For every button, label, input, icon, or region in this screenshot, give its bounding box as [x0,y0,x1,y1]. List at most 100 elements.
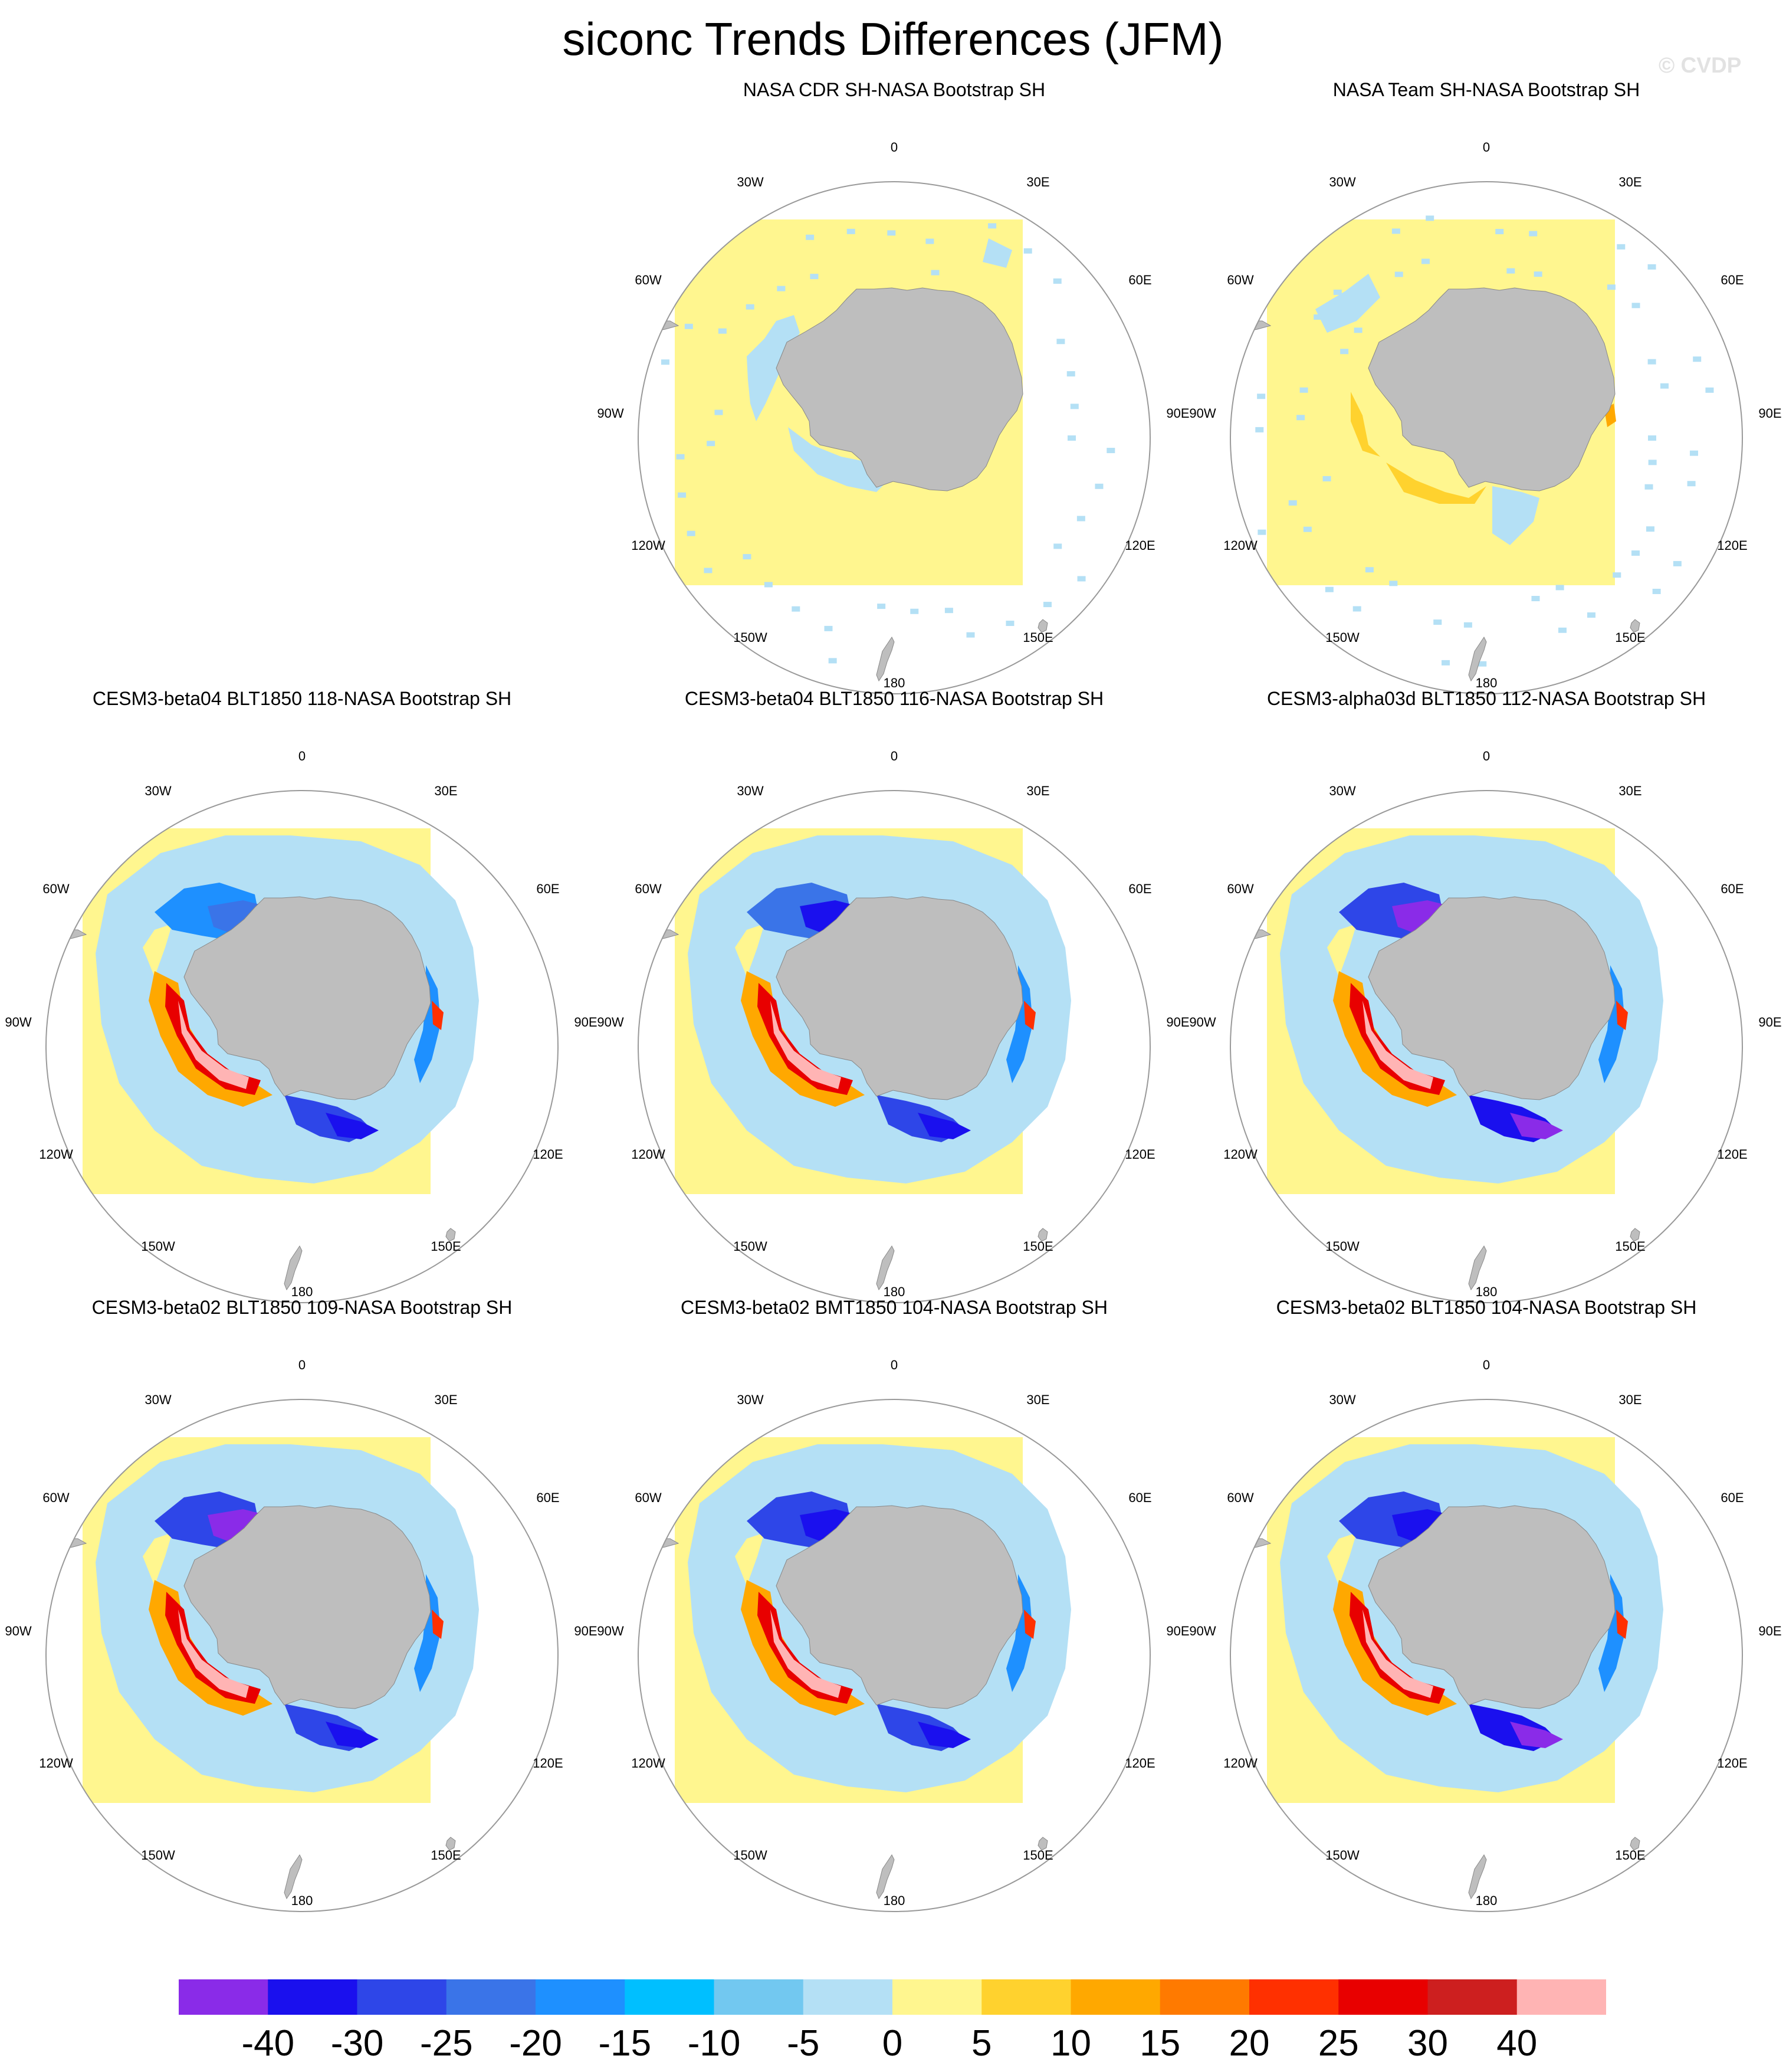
colorbar-swatch [981,1979,1071,2015]
longitude-label: 180 [1476,676,1498,690]
speckle-cell [746,304,754,310]
speckle-cell [1652,588,1661,594]
colorbar-tick-label: -30 [330,2023,384,2064]
tasmania-land [1038,1228,1048,1242]
longitude-label: 120W [631,538,665,553]
speckle-cell [1648,460,1657,465]
longitude-label: 30E [434,1392,457,1407]
panel-title: CESM3-beta04 BLT1850 116-NASA Bootstrap … [684,688,1104,709]
negative-anomaly-region [788,427,894,492]
polar-map: 0 30E 60E 90E 120E 150E 180 150W 120W 90W 60W 30W [5,749,597,1303]
colorbar-tick-label: 15 [1140,2023,1181,2064]
map-boundary-circle [1230,1399,1743,1912]
longitude-label: 0 [891,1358,898,1372]
longitude-label: 150E [431,1848,461,1863]
panel-title: NASA Team SH-NASA Bootstrap SH [1332,79,1640,100]
panel-title: CESM3-beta04 BLT1850 118-NASA Bootstrap … [92,688,512,709]
speckle-cell [931,270,940,276]
longitude-label: 60W [42,881,69,896]
longitude-label: 60E [1128,1490,1151,1505]
negative-anomaly-region [1006,1574,1033,1692]
speckle-cell [1077,576,1086,582]
longitude-label: 90W [597,406,623,421]
strong-negative-region [326,1722,379,1748]
speckle-cell [1095,483,1104,489]
longitude-label: 90E [574,1015,597,1030]
longitude-label: 150W [733,1239,767,1254]
negative-anomaly-region [1006,965,1033,1083]
tasmania-land [1038,1837,1048,1851]
new-zealand-land [876,1245,895,1291]
speckle-cell [1631,303,1640,309]
longitude-label: 90W [5,1624,31,1638]
speckle-cell [1296,415,1305,421]
longitude-label: 120W [39,1756,73,1771]
speckle-cell [676,454,685,460]
speckle-cell [1506,268,1515,274]
speckle-cell [1053,278,1062,284]
colorbar-swatch [1338,1979,1428,2015]
new-zealand-land [1468,637,1487,682]
speckle-cell [1076,516,1085,522]
colorbar-swatch [1071,1979,1161,2015]
longitude-label: 150E [1615,1239,1645,1254]
longitude-label: 90W [597,1624,623,1638]
speckle-cell [1391,228,1400,234]
colorbar-tick-label: 20 [1229,2023,1270,2064]
speckle-cell [661,359,669,365]
speckle-cell [966,632,975,638]
speckle-cell [1644,484,1653,490]
panel-title: CESM3-beta02 BMT1850 104-NASA Bootstrap … [681,1297,1108,1318]
south-america-land [638,281,679,333]
colorbar-swatch [1516,1979,1606,2015]
longitude-label: 150E [431,1239,461,1254]
longitude-label: 120W [1223,538,1258,553]
polar-map: 0 30E 60E 90E 120E 150E 180 150W 120W 90W 60W 30W [597,749,1190,1303]
positive-anomaly-region [1327,1533,1357,1586]
panel-title: NASA CDR SH-NASA Bootstrap SH [743,79,1046,100]
strong-negative-region [326,1113,379,1139]
polar-map: 0 30E 60E 90E 120E 150E 180 150W 120W 90W 60W 30W [5,1358,597,1912]
south-america-land [1230,890,1272,942]
speckle-cell [764,582,773,588]
longitude-label: 150E [1615,1848,1645,1863]
longitude-label: 180 [291,1893,313,1908]
antarctica-land [1368,1505,1616,1709]
colorbar-swatch [892,1979,982,2015]
colorbar-tick-label: 0 [882,2023,903,2064]
speckle-cell [678,492,687,498]
longitude-label: 150W [141,1848,175,1863]
south-america-land [1230,281,1272,333]
speckle-cell [1689,450,1698,456]
map-panel-beta04-116: CESM3-beta04 BLT1850 116-NASA Bootstrap … [597,688,1190,1343]
longitude-label: 120W [631,1756,665,1771]
longitude-label: 90E [1758,1015,1781,1030]
map-content [638,828,1071,1291]
antarctica-land [183,1505,431,1709]
colorbar-swatch [1249,1979,1339,2015]
antarctica-land [776,287,1023,491]
colorbar-tick-label: -20 [509,2023,562,2064]
longitude-label: 180 [884,676,905,690]
colorbar-swatch [803,1979,893,2015]
extreme-positive-region [1363,1609,1433,1698]
map-boundary-circle [638,1399,1151,1912]
longitude-label: 60W [635,881,661,896]
negative-anomaly-region [1315,274,1380,333]
tasmania-land [1630,1228,1640,1242]
map-content [1230,1437,1663,1900]
speckle-cell [1299,387,1308,393]
longitude-label: 90E [1166,1624,1189,1638]
longitude-label: 180 [291,1284,313,1299]
map-boundary-circle [1230,790,1743,1303]
speckle-cell [1257,394,1266,399]
longitude-label: 60W [1227,273,1253,287]
longitude-label: 0 [1483,140,1490,155]
map-panel-beta04-118: CESM3-beta04 BLT1850 118-NASA Bootstrap … [5,688,597,1343]
negative-anomaly-region [1598,965,1625,1083]
longitude-label: 30E [1026,175,1049,189]
longitude-label: 90W [597,1015,623,1030]
speckle-cell [1354,327,1363,333]
speckle-cell [1705,387,1714,393]
longitude-label: 120E [1125,1147,1155,1162]
